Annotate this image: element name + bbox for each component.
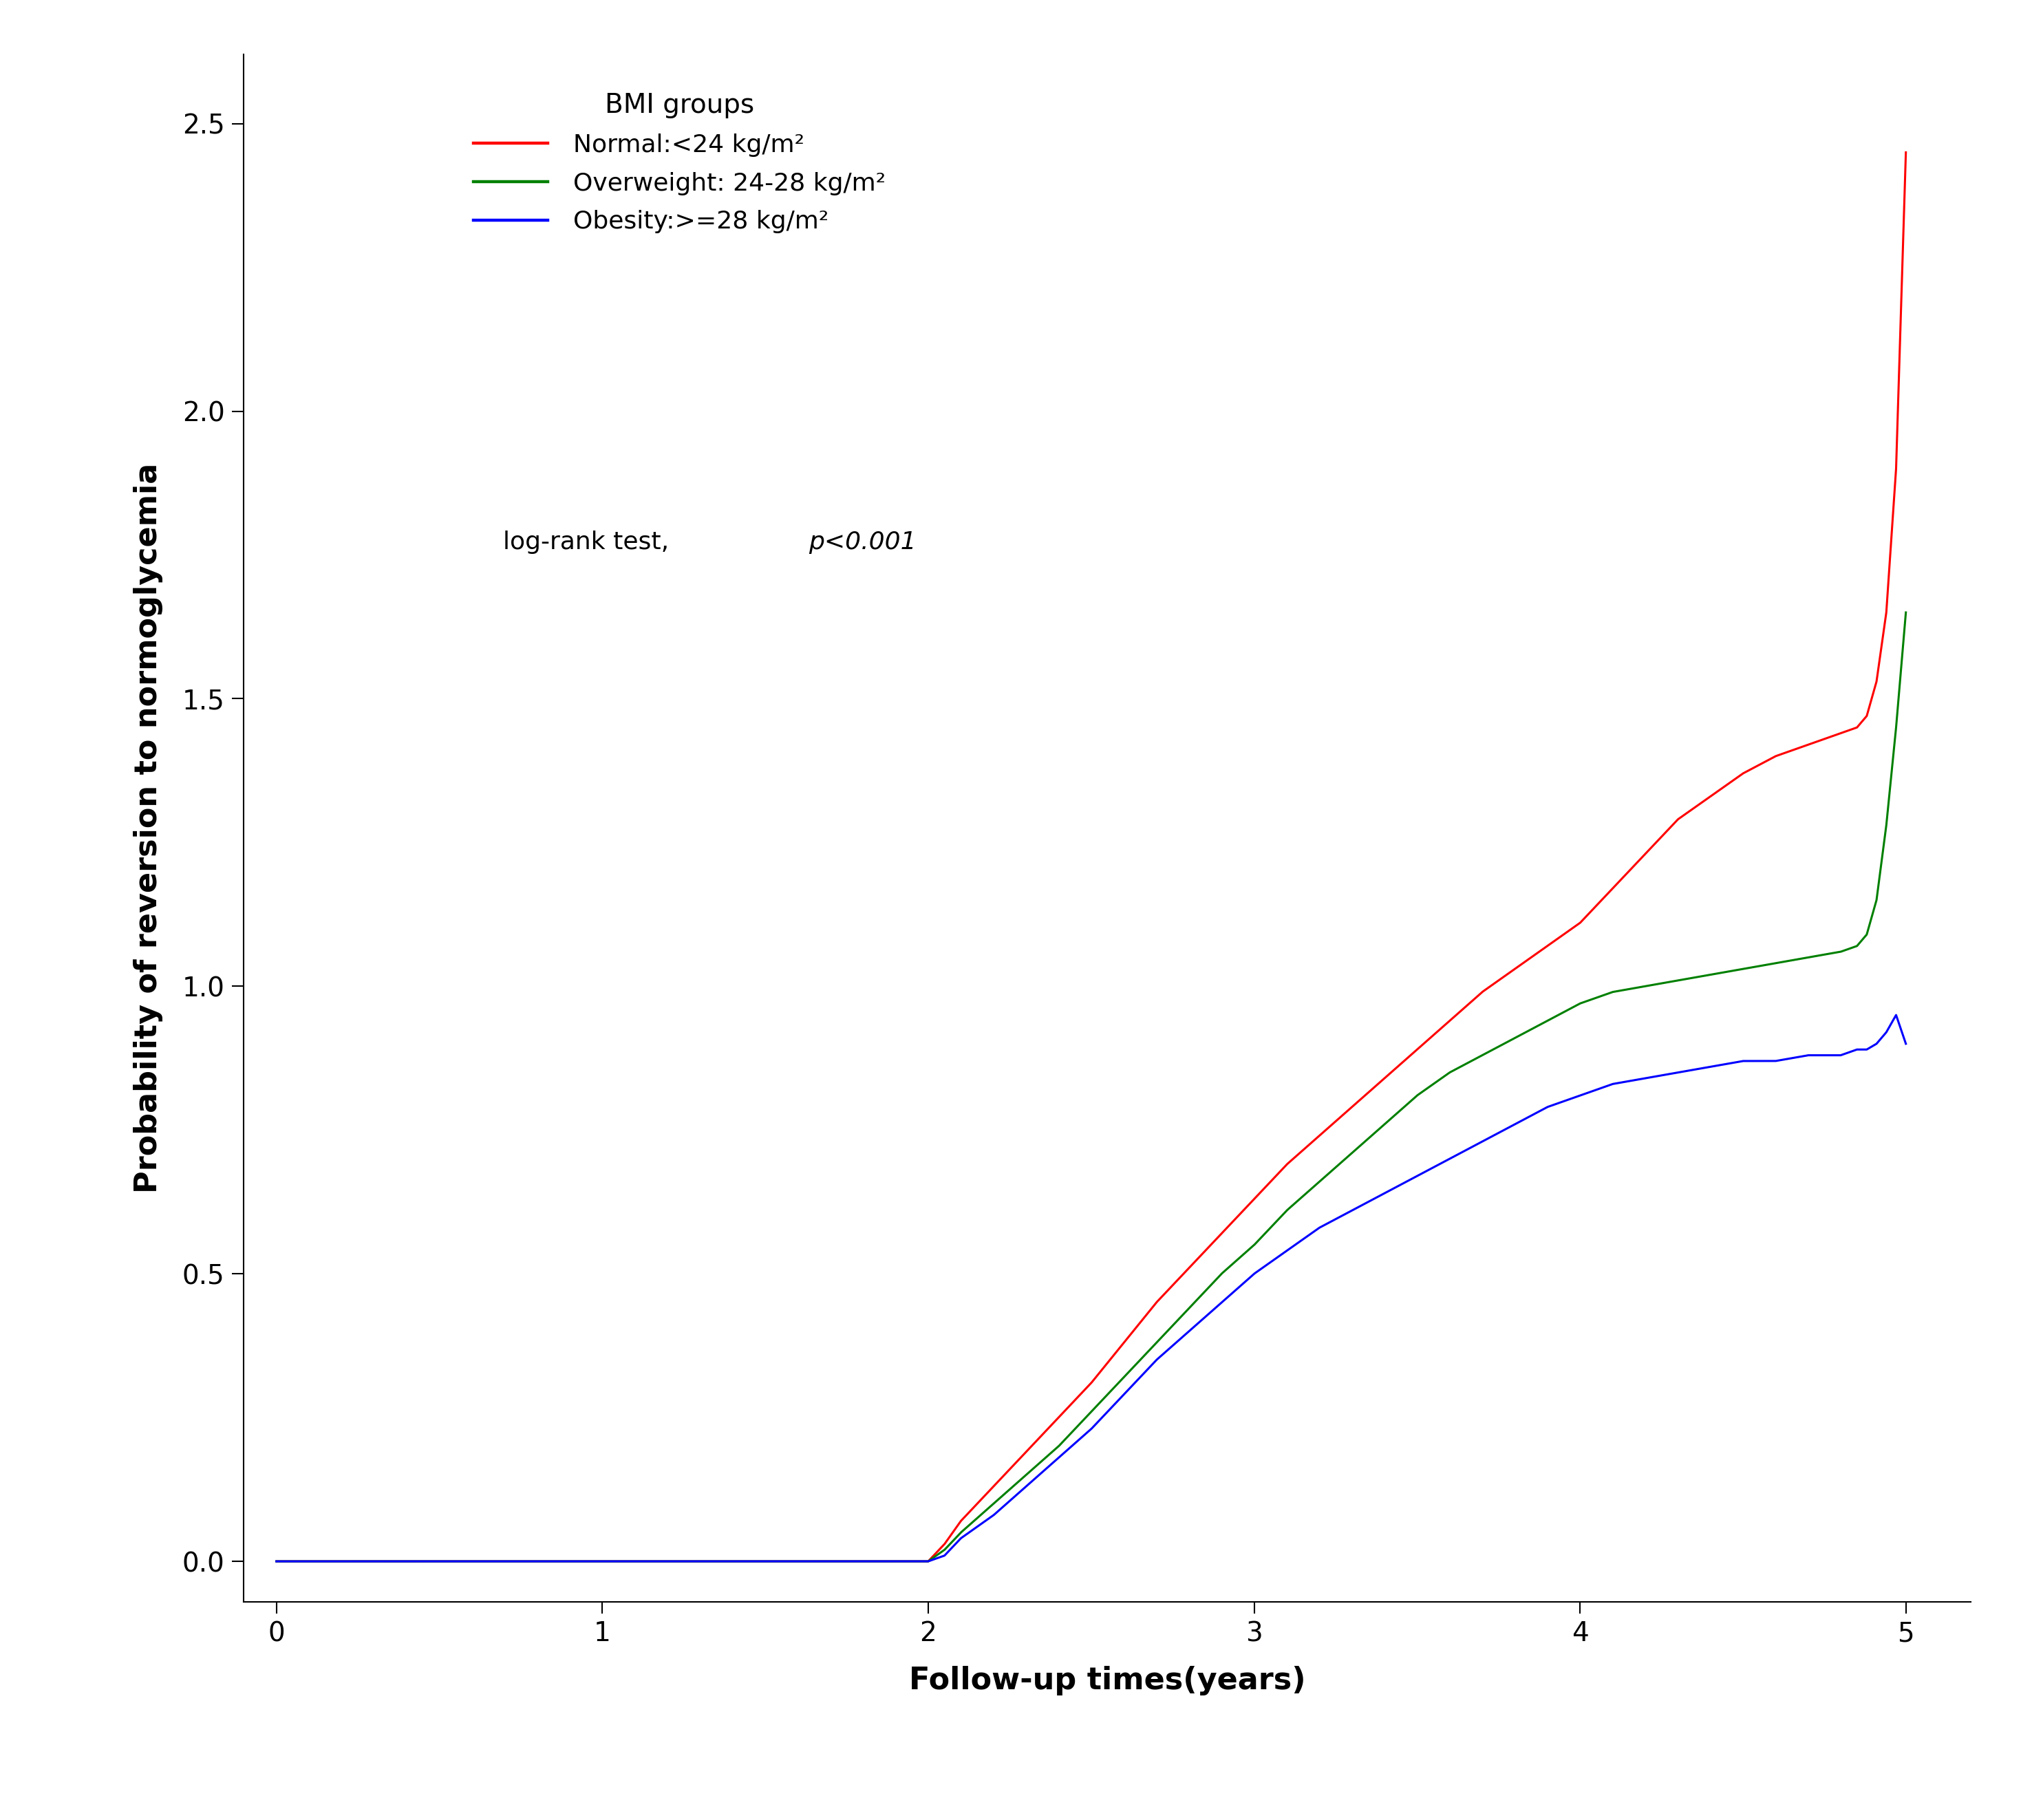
- Legend: Normal:<24 kg/m², Overweight: 24-28 kg/m², Obesity:>=28 kg/m²: Normal:<24 kg/m², Overweight: 24-28 kg/m…: [463, 82, 896, 244]
- X-axis label: Follow-up times(years): Follow-up times(years): [908, 1665, 1307, 1696]
- Y-axis label: Probability of reversion to normoglycemia: Probability of reversion to normoglycemi…: [134, 462, 163, 1194]
- Text: log-rank test,: log-rank test,: [504, 530, 677, 553]
- Text: p<0.001: p<0.001: [809, 530, 916, 553]
